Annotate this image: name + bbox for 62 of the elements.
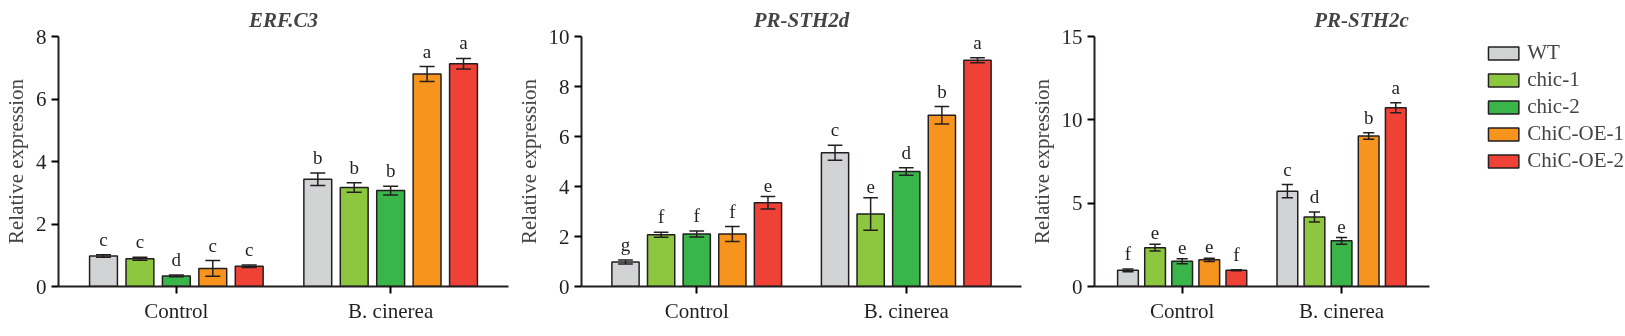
chart-title: PR-STH2c [1313, 7, 1410, 32]
data-label: g [620, 234, 631, 255]
data-label: e [1177, 236, 1187, 258]
data-label: b [349, 156, 359, 178]
data-label: a [422, 40, 432, 62]
data-label: c [208, 234, 218, 256]
y-tick-label: 8 [36, 24, 47, 49]
chart-title: PR-STH2d [752, 7, 850, 32]
x-tick-label: B. cinerea [1299, 298, 1385, 323]
data-label: c [135, 231, 145, 253]
y-tick-label: 5 [1072, 191, 1083, 216]
data-label: f [729, 200, 737, 222]
data-label: f [1124, 243, 1132, 264]
y-axis-title: Relative expression [1029, 78, 1054, 245]
y-tick-label: 10 [548, 24, 570, 49]
legend-label: ChiC-OE-1 [1527, 121, 1624, 146]
data-label: b [385, 160, 396, 182]
legend-label: chic-1 [1527, 67, 1580, 92]
legend-label: ChiC-OE-2 [1527, 148, 1624, 173]
y-tick-label: 10 [1061, 107, 1083, 132]
y-axis-title: Relative expression [516, 78, 541, 245]
data-label: b [313, 147, 323, 169]
legend-label: WT [1527, 40, 1560, 65]
data-label: c [830, 119, 840, 141]
x-tick-label: B. cinerea [863, 298, 950, 323]
data-label: d [1309, 186, 1320, 207]
data-label: e [1337, 215, 1346, 237]
y-tick-label: 15 [1061, 24, 1083, 49]
data-label: c [245, 238, 254, 260]
data-label: f [1233, 243, 1241, 265]
y-tick-label: 8 [559, 74, 570, 99]
data-label: a [973, 31, 983, 53]
data-label: f [693, 205, 701, 226]
legend-label: chic-2 [1527, 94, 1580, 119]
y-tick-label: 0 [559, 274, 570, 299]
data-label: e [1205, 236, 1214, 258]
data-label: e [763, 174, 773, 196]
data-label: d [901, 141, 912, 163]
data-label: c [99, 228, 108, 250]
y-tick-label: 2 [559, 224, 570, 249]
y-axis-title: Relative expression [4, 78, 28, 245]
x-tick-label: Control [1150, 298, 1215, 323]
y-tick-label: 0 [1072, 274, 1083, 299]
x-tick-label: B. cinerea [348, 298, 434, 323]
x-tick-label: Control [144, 298, 209, 323]
chart-title: ERF.C3 [247, 7, 319, 32]
data-label: a [1391, 76, 1401, 98]
data-label: e [1150, 222, 1160, 244]
data-label: d [171, 248, 182, 270]
y-tick-label: 2 [36, 212, 47, 236]
y-tick-label: 4 [36, 149, 47, 174]
data-label: f [657, 206, 665, 228]
data-label: b [1363, 106, 1374, 128]
x-tick-label: Control [664, 298, 729, 323]
data-label: b [937, 80, 947, 102]
y-tick-label: 4 [559, 174, 570, 199]
data-label: c [1283, 158, 1292, 180]
data-label: a [459, 32, 469, 54]
y-tick-label: 6 [559, 124, 570, 149]
data-label: e [866, 175, 875, 197]
y-tick-label: 6 [36, 87, 47, 111]
y-tick-label: 0 [36, 274, 47, 299]
